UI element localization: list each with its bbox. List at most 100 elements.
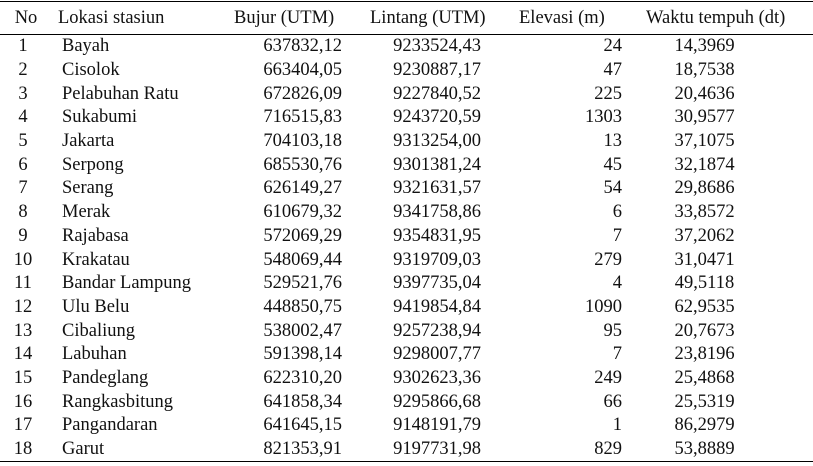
cell-lokasi-stasiun: Sukabumi [62,107,138,128]
cell-waktu-tempuh: 23,8196 [674,344,735,365]
cell-no: 1 [18,36,28,57]
cell-bujur: 672826,09 [263,83,342,104]
cell-lintang: 9313254,00 [393,131,481,152]
table-header: No Lokasi stasiun Bujur (UTM) Lintang (U… [0,1,813,35]
cell-waktu-tempuh: 32,1874 [674,154,735,175]
table-row: 13 Cibaliung 538002,47 9257238,94 95 20,7673 [0,319,813,343]
cell-lintang: 9302623,36 [393,367,481,388]
cell-lintang: 9227840,52 [393,83,481,104]
cell-waktu-tempuh: 25,4868 [674,367,735,388]
table-row: 4 Sukabumi 716515,83 9243720,59 1303 30,9577 [0,106,813,130]
cell-waktu-tempuh: 37,1075 [674,131,735,152]
cell-lintang: 9319709,03 [393,249,481,270]
header-elevasi: Elevasi (m) [519,7,605,28]
cell-waktu-tempuh: 37,2062 [674,225,735,246]
cell-waktu-tempuh: 18,7538 [674,60,735,81]
cell-bujur: 641858,34 [263,391,342,412]
cell-lintang: 9354831,95 [393,225,481,246]
cell-elevasi: 249 [594,367,622,388]
cell-elevasi: 54 [603,178,623,199]
cell-elevasi: 13 [603,131,623,152]
header-bujur: Bujur (UTM) [234,7,335,28]
cell-lintang: 9295866,68 [393,391,481,412]
cell-bujur: 591398,14 [263,344,342,365]
cell-waktu-tempuh: 29,8686 [674,178,735,199]
cell-no: 10 [13,249,33,270]
cell-elevasi: 829 [594,439,622,460]
cell-lintang: 9148191,79 [393,415,481,436]
cell-lintang: 9298007,77 [393,344,481,365]
header-lokasi-stasiun: Lokasi stasiun [58,7,165,28]
table-row: 9 Rajabasa 572069,29 9354831,95 7 37,2062 [0,225,813,249]
cell-elevasi: 6 [612,202,622,223]
cell-lokasi-stasiun: Ulu Belu [62,296,130,317]
cell-bujur: 641645,15 [263,415,342,436]
cell-bujur: 610679,32 [263,202,342,223]
cell-lokasi-stasiun: Cisolok [62,60,120,81]
cell-elevasi: 7 [612,225,622,246]
cell-lintang: 9197731,98 [393,439,481,460]
cell-elevasi: 1 [612,415,622,436]
cell-no: 6 [18,154,28,175]
cell-lintang: 9301381,24 [393,154,481,175]
cell-lokasi-stasiun: Krakatau [62,249,130,270]
cell-no: 18 [13,439,33,460]
header-no: No [14,7,38,28]
cell-elevasi: 225 [594,83,622,104]
cell-no: 8 [18,202,28,223]
table-row: 8 Merak 610679,32 9341758,86 6 33,8572 [0,201,813,225]
cell-lokasi-stasiun: Pelabuhan Ratu [62,83,179,104]
cell-waktu-tempuh: 31,0471 [674,249,735,270]
cell-lintang: 9257238,94 [393,320,481,341]
cell-waktu-tempuh: 33,8572 [674,202,735,223]
table-row: 6 Serpong 685530,76 9301381,24 45 32,1874 [0,153,813,177]
cell-waktu-tempuh: 86,2979 [674,415,735,436]
cell-bujur: 572069,29 [263,225,342,246]
cell-waktu-tempuh: 14,3969 [674,36,735,57]
cell-lintang: 9230887,17 [393,60,481,81]
cell-elevasi: 279 [594,249,622,270]
cell-elevasi: 47 [603,60,623,81]
cell-lokasi-stasiun: Labuhan [62,344,127,365]
cell-elevasi: 45 [603,154,623,175]
cell-bujur: 529521,76 [263,273,342,294]
cell-waktu-tempuh: 20,7673 [674,320,735,341]
cell-elevasi: 4 [612,273,622,294]
table-row: 14 Labuhan 591398,14 9298007,77 7 23,8196 [0,343,813,367]
cell-bujur: 538002,47 [263,320,342,341]
cell-bujur: 685530,76 [263,154,342,175]
table-row: 5 Jakarta 704103,18 9313254,00 13 37,1075 [0,130,813,154]
cell-lokasi-stasiun: Pangandaran [62,415,158,436]
table-row: 16 Rangkasbitung 641858,34 9295866,68 66 25,5… [0,390,813,414]
cell-no: 17 [13,415,33,436]
header-row: No Lokasi stasiun Bujur (UTM) Lintang (U… [0,1,813,35]
cell-no: 15 [13,367,33,388]
cell-lokasi-stasiun: Bayah [62,36,110,57]
table-row: 18 Garut 821353,91 9197731,98 829 53,8889 [0,438,813,462]
cell-no: 5 [18,131,28,152]
header-lintang: Lintang (UTM) [370,7,486,28]
cell-lintang: 9397735,04 [393,273,481,294]
cell-lintang: 9243720,59 [393,107,481,128]
cell-no: 3 [18,83,28,104]
cell-lokasi-stasiun: Serpong [62,154,124,175]
cell-bujur: 548069,44 [263,249,342,270]
cell-lintang: 9321631,57 [393,178,481,199]
table-row: 15 Pandeglang 622310,20 9302623,36 249 25,486… [0,367,813,391]
cell-bujur: 637832,12 [263,36,342,57]
cell-bujur: 626149,27 [263,178,342,199]
cell-waktu-tempuh: 62,9535 [674,296,735,317]
cell-bujur: 821353,91 [263,439,342,460]
cell-lokasi-stasiun: Rajabasa [62,225,129,246]
cell-no: 16 [13,391,33,412]
cell-waktu-tempuh: 25,5319 [674,391,735,412]
cell-lokasi-stasiun: Serang [62,178,114,199]
table-body: 1 Bayah 637832,12 9233524,43 24 14,3969 2 Cisol… [0,35,813,462]
cell-lokasi-stasiun: Pandeglang [62,367,149,388]
cell-lokasi-stasiun: Garut [62,439,105,460]
table-row: 3 Pelabuhan Ratu 672826,09 9227840,52 225 20,… [0,82,813,106]
table-row: 7 Serang 626149,27 9321631,57 54 29,8686 [0,177,813,201]
cell-lokasi-stasiun: Bandar Lampung [62,273,191,294]
cell-elevasi: 24 [603,36,623,57]
